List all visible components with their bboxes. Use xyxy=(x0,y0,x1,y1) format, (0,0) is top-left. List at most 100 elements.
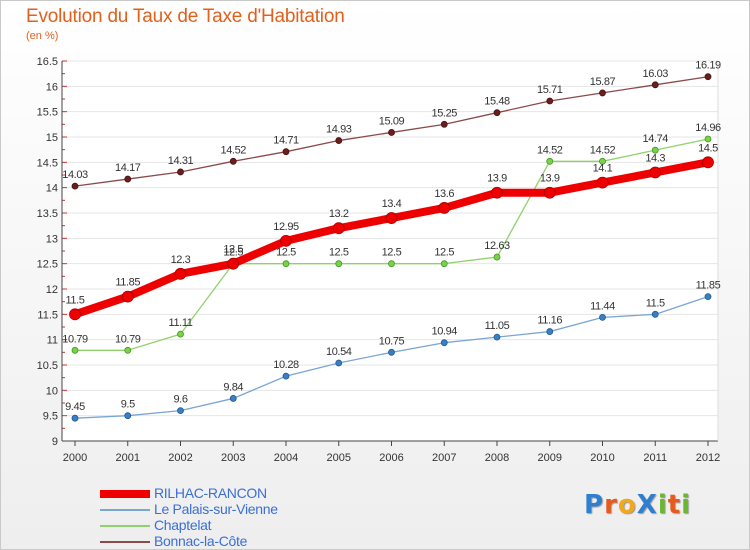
x-tick-label: 2005 xyxy=(327,452,351,464)
data-label: 14.1 xyxy=(593,163,613,175)
data-point xyxy=(438,202,451,214)
proxiti-logo: ProXiti xyxy=(584,490,691,520)
data-point xyxy=(335,260,343,268)
data-point xyxy=(702,156,714,169)
data-point xyxy=(546,157,554,165)
data-label: 14.3 xyxy=(645,152,665,164)
data-label: 11.5 xyxy=(646,297,665,309)
logo-letter: X xyxy=(636,490,658,520)
data-label: 15.71 xyxy=(537,84,563,96)
data-label: 9.6 xyxy=(173,394,187,406)
x-tick-label: 2004 xyxy=(274,452,298,464)
data-point xyxy=(649,166,662,179)
data-point xyxy=(280,234,292,247)
x-tick-label: 2012 xyxy=(696,452,720,464)
data-label: 14.93 xyxy=(326,124,352,136)
x-tick-label: 2006 xyxy=(379,452,403,464)
data-label: 14.52 xyxy=(590,144,616,156)
data-point xyxy=(596,176,609,189)
legend-label: RILHAC-RANCON xyxy=(154,485,267,501)
data-point xyxy=(69,308,81,321)
data-label: 16.03 xyxy=(642,68,668,80)
x-tick-label: 2009 xyxy=(538,452,562,464)
data-label: 14.5 xyxy=(698,142,718,154)
data-point xyxy=(282,148,290,156)
data-label: 12.5 xyxy=(223,244,243,256)
data-label: 10.79 xyxy=(62,333,88,345)
data-label: 14.52 xyxy=(220,144,246,156)
data-point xyxy=(651,310,659,318)
data-label: 13.2 xyxy=(329,208,349,220)
logo-letter: i xyxy=(681,490,692,520)
data-label: 11.5 xyxy=(66,294,85,306)
x-tick-label: 2010 xyxy=(590,452,614,464)
y-tick-label: 14.5 xyxy=(37,157,58,169)
data-point xyxy=(599,313,606,321)
data-label: 12.5 xyxy=(382,247,402,259)
data-label: 14.17 xyxy=(115,162,141,174)
data-point xyxy=(71,182,79,190)
data-point xyxy=(174,267,187,280)
data-point xyxy=(71,346,79,354)
data-point xyxy=(599,157,606,165)
data-label: 13.6 xyxy=(434,188,454,200)
data-label: 11.11 xyxy=(169,317,193,329)
data-point xyxy=(177,407,184,415)
data-label: 15.25 xyxy=(431,107,457,119)
y-tick-label: 11 xyxy=(47,335,58,347)
y-tick-label: 15.5 xyxy=(37,107,58,119)
data-point xyxy=(546,328,554,335)
y-tick-label: 16.5 xyxy=(37,56,58,68)
data-point xyxy=(335,137,343,144)
y-tick-label: 9.5 xyxy=(43,411,58,423)
data-point xyxy=(651,146,659,154)
y-tick-label: 13.5 xyxy=(37,208,58,220)
data-point xyxy=(388,260,395,268)
data-label: 14.31 xyxy=(168,155,194,167)
data-label: 15.09 xyxy=(379,115,405,127)
data-label: 12.95 xyxy=(273,221,299,233)
data-point xyxy=(543,186,556,199)
data-point xyxy=(704,293,712,301)
data-label: 14.96 xyxy=(695,122,721,134)
plot-area xyxy=(62,61,718,441)
y-tick-label: 13 xyxy=(46,233,58,245)
data-point xyxy=(440,260,448,268)
data-point xyxy=(388,348,395,356)
legend-swatch xyxy=(100,509,150,511)
data-point xyxy=(121,290,134,303)
data-point xyxy=(440,339,448,347)
data-label: 14.03 xyxy=(62,169,88,181)
data-point xyxy=(440,120,448,128)
legend-swatch xyxy=(100,541,150,543)
y-tick-label: 15 xyxy=(46,132,58,144)
legend-label: Bonnac-la-Côte xyxy=(154,533,248,549)
x-tick-label: 2002 xyxy=(168,452,192,464)
data-label: 14.71 xyxy=(273,135,299,147)
data-label: 9.45 xyxy=(65,401,85,413)
data-point xyxy=(229,157,237,165)
data-point xyxy=(229,395,237,402)
y-tick-label: 11.5 xyxy=(37,309,58,321)
data-label: 12.5 xyxy=(276,247,296,259)
data-label: 15.87 xyxy=(590,76,616,88)
data-point xyxy=(282,260,290,268)
data-label: 9.5 xyxy=(121,399,135,411)
data-point xyxy=(651,81,659,89)
data-label: 11.05 xyxy=(485,320,510,332)
data-label: 12.5 xyxy=(223,247,243,259)
data-label: 12.3 xyxy=(171,254,191,266)
data-point xyxy=(704,73,712,81)
x-tick-label: 2007 xyxy=(432,452,456,464)
data-label: 11.85 xyxy=(696,280,721,292)
data-point xyxy=(388,129,395,136)
logo-letter: t xyxy=(667,490,682,520)
data-point xyxy=(704,135,712,143)
data-point xyxy=(124,346,132,354)
data-point xyxy=(493,109,501,117)
data-label: 10.79 xyxy=(115,333,141,345)
logo-letter: P xyxy=(584,490,605,520)
x-tick-label: 2003 xyxy=(221,452,245,464)
data-label: 12.5 xyxy=(329,247,349,259)
